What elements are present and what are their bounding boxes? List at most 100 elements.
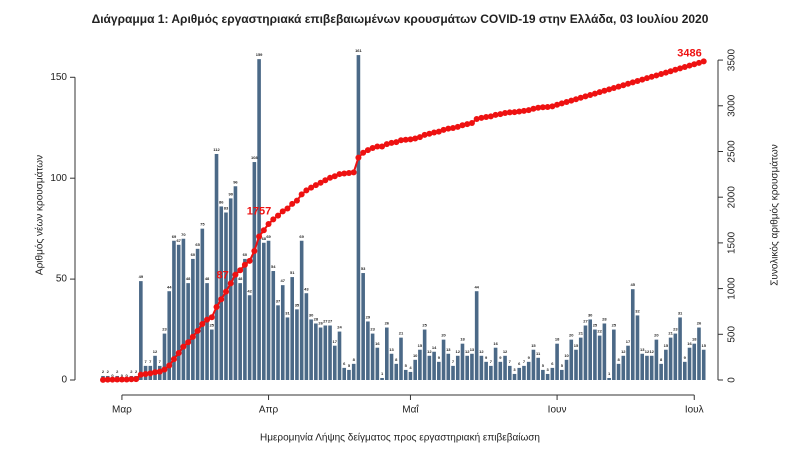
line-point [265,220,272,227]
bar-label: 13 [470,347,475,352]
line-point [147,370,154,377]
line-point [260,227,267,234]
bar [219,206,224,380]
bar-label: 5 [561,363,564,368]
bar-label: 18 [692,337,697,342]
bar-label: 21 [668,331,673,336]
bar [290,277,294,380]
y2-tick-label: 2000 [727,186,738,209]
bar [498,361,503,380]
bar [588,319,592,380]
bar [455,355,460,380]
bar-label: 15 [531,343,536,348]
bar-label: 48 [205,276,210,281]
bar-label: 86 [219,200,224,205]
y2-tick-label: 3500 [727,49,738,72]
line-point [284,205,291,212]
bar-label: 83 [224,206,229,211]
x-tick-label: Μαΐ [402,404,419,416]
line-point [293,197,300,204]
line-point [270,216,277,223]
line-point [568,97,575,104]
bar-label: 25 [612,323,617,328]
bar-label: 25 [210,323,215,328]
line-point [194,327,201,334]
line-point [388,139,395,146]
bar [697,327,701,380]
bar [342,367,347,380]
bar-label: 17 [333,339,338,344]
bar [659,363,663,380]
bar-label: 20 [441,333,446,338]
line-point [109,376,116,383]
bar-label: 42 [247,288,252,293]
bar [280,285,285,380]
bar-label: 45 [631,282,636,287]
bar-label: 23 [370,327,375,332]
bar [460,343,465,380]
line-point [341,170,348,177]
bar-label: 10 [564,353,569,358]
line-point [459,122,466,129]
bar [356,55,361,380]
bar [214,153,219,380]
bar-label: 37 [276,298,281,303]
line-point [152,369,159,376]
bar-label: 5 [542,363,545,368]
bar-label: 11 [536,351,541,356]
line-point [648,73,655,80]
bar [285,317,290,380]
bar-label: 18 [460,337,465,342]
line-point [402,136,409,143]
bar [243,258,247,380]
line-point [606,86,613,93]
line-point [530,105,537,112]
line-point [658,70,665,77]
bar [337,331,342,380]
line-point [104,376,111,383]
line-point [544,103,551,110]
bar-label: 13 [389,347,394,352]
bar-label: 60 [243,252,248,257]
bar-label: 12 [427,349,432,354]
line-point [312,182,319,189]
line-point [289,200,296,207]
bar-label: 8 [660,357,663,362]
y2-tick-label: 0 [727,377,738,383]
bar-label: 2 [107,369,110,374]
bar [224,212,228,380]
bar-label: 12 [621,349,626,354]
x-tick-label: Απρ [259,405,279,416]
bar [526,361,531,380]
bar [328,325,332,380]
bar-label: 30 [309,313,314,318]
line-point [677,65,684,72]
line-point [582,93,589,100]
bar-label: 90 [228,191,233,196]
line-point [629,79,636,86]
line-point [397,137,404,144]
bar-label: 9 [528,355,531,360]
bar [602,323,607,380]
bar-label: 12 [456,349,461,354]
bar-label: 30 [588,313,593,318]
line-point [133,376,140,383]
line-point [591,90,598,97]
bar [512,373,517,380]
line-point [170,356,177,363]
bar-label: 15 [418,343,423,348]
bar [503,355,507,380]
bar-label: 96 [233,179,238,184]
line-point [502,110,509,117]
line-point [246,257,253,264]
bar [493,347,498,380]
line-point [156,368,163,375]
bar-label: 1 [381,371,384,376]
bar-label: 7 [452,359,455,364]
bar [536,357,540,380]
bar-label: 6 [518,361,521,366]
line-point [185,339,192,346]
line-point [643,75,650,82]
bar-label: 7 [144,359,147,364]
line-point [407,136,414,143]
